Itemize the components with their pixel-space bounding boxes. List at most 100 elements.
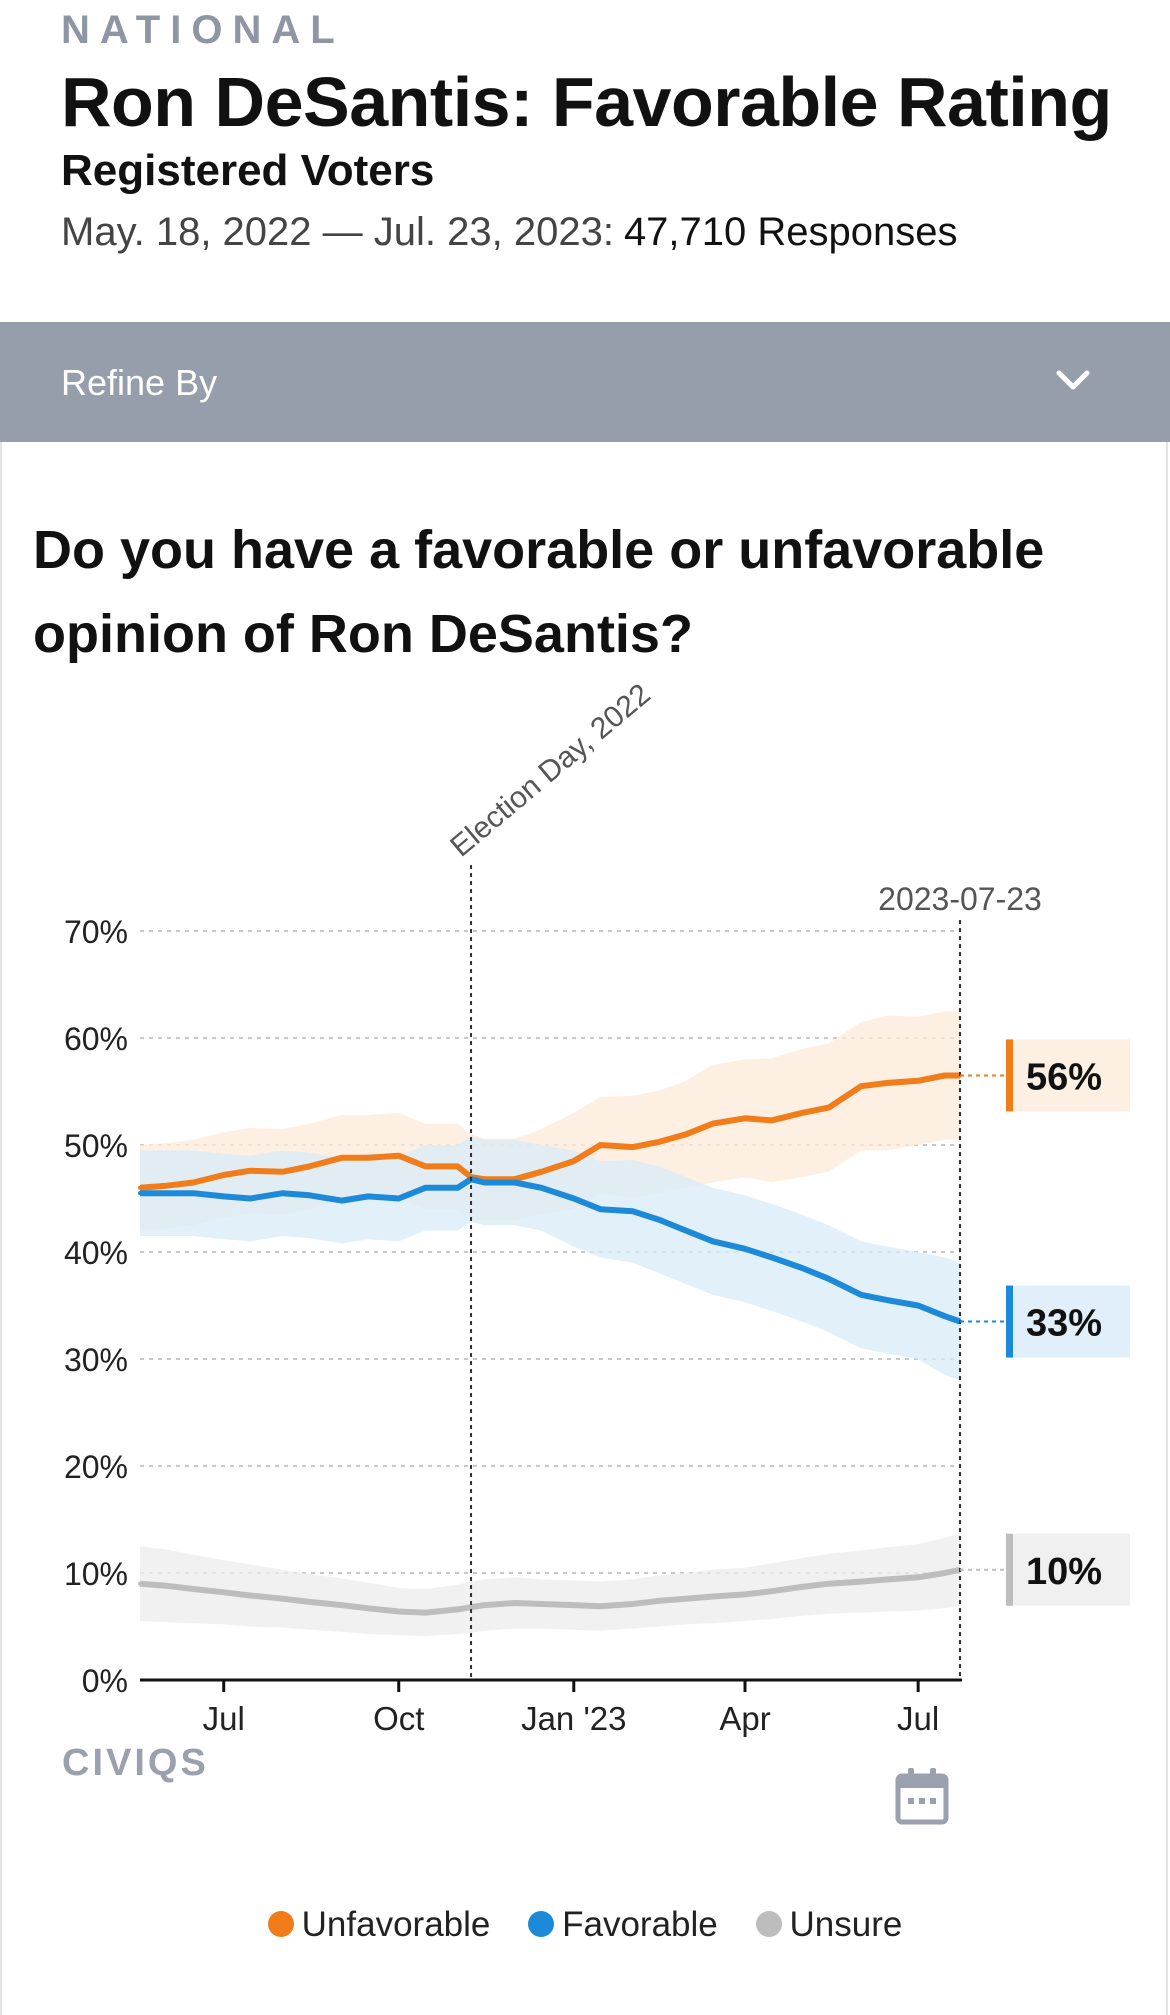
data-point-favorable: [859, 1292, 864, 1297]
data-point-unfavorable: [307, 1164, 312, 1169]
data-point-favorable: [138, 1191, 142, 1196]
x-tick-label: Jan '23: [521, 1700, 626, 1737]
data-point-unfavorable: [710, 1121, 715, 1126]
x-tick-label: Jul: [897, 1700, 939, 1737]
refine-by-label: Refine By: [61, 362, 218, 403]
end-value-label-unsure: 10%: [1026, 1551, 1102, 1593]
data-point-favorable: [657, 1217, 662, 1222]
legend-label-unfavorable: Unfavorable: [301, 1905, 491, 1944]
data-point-favorable: [512, 1180, 517, 1185]
data-point-unsure: [539, 1602, 544, 1607]
y-tick-label: 30%: [64, 1342, 128, 1378]
x-tick-label: Oct: [373, 1700, 424, 1737]
data-point-unsure: [598, 1604, 603, 1609]
data-point-unsure: [423, 1610, 428, 1615]
data-point-unsure: [221, 1590, 226, 1595]
data-point-unsure: [455, 1607, 460, 1612]
data-point-favorable: [684, 1228, 689, 1233]
data-point-unsure: [684, 1596, 689, 1601]
data-point-unsure: [571, 1603, 576, 1608]
data-point-unsure: [280, 1596, 285, 1601]
data-point-unfavorable: [598, 1143, 603, 1147]
y-tick-label: 40%: [64, 1235, 128, 1271]
data-point-favorable: [455, 1185, 460, 1190]
data-point-favorable: [307, 1193, 312, 1198]
data-point-unfavorable: [743, 1116, 748, 1121]
data-point-favorable: [916, 1303, 921, 1308]
data-point-unsure: [769, 1589, 774, 1594]
end-value-marker-unsure: [1006, 1533, 1013, 1606]
chevron-down-icon[interactable]: [1055, 368, 1091, 392]
end-value-label-favorable: 33%: [1026, 1303, 1102, 1345]
data-point-unfavorable: [942, 1073, 947, 1078]
legend-swatch-unfavorable: [267, 1910, 294, 1937]
data-point-unsure: [138, 1581, 142, 1586]
date-range: May. 18, 2022 — Jul. 23, 2023: 47,710 Res…: [61, 210, 958, 255]
data-point-favorable: [191, 1191, 196, 1196]
chart-card: [0, 442, 1168, 2015]
data-point-unfavorable: [423, 1164, 428, 1169]
legend-item-unfavorable[interactable]: Unfavorable: [267, 1905, 491, 1945]
y-tick-label: 70%: [64, 914, 128, 950]
data-point-favorable: [280, 1191, 285, 1196]
end-value-label-unfavorable: 56%: [1026, 1056, 1102, 1098]
data-point-favorable: [826, 1276, 831, 1281]
y-tick-label: 50%: [64, 1128, 128, 1164]
legend-label-unsure: Unsure: [789, 1905, 903, 1944]
data-point-favorable: [423, 1185, 428, 1190]
data-point-unfavorable: [800, 1110, 805, 1115]
data-point-favorable: [598, 1207, 603, 1212]
data-point-favorable: [248, 1196, 253, 1201]
data-point-unfavorable: [138, 1185, 142, 1190]
data-point-favorable: [942, 1314, 947, 1319]
data-point-unfavorable: [396, 1153, 401, 1158]
refine-by-bar[interactable]: Refine By: [0, 322, 1170, 442]
data-point-unfavorable: [280, 1169, 285, 1174]
legend-label-favorable: Favorable: [562, 1905, 718, 1944]
data-point-unsure: [307, 1599, 312, 1604]
trend-chart: 0% 10% 20% 30% 40% 50% 60% 70% Jul Oct Jan '23 Apr J…: [64, 678, 1130, 1737]
data-point-favorable: [769, 1255, 774, 1260]
data-point-unsure: [800, 1584, 805, 1589]
civiqs-logo: CIVIQS: [62, 1742, 209, 1784]
data-point-unsure: [396, 1609, 401, 1614]
data-point-unsure: [469, 1605, 474, 1610]
y-tick-label: 20%: [64, 1449, 128, 1485]
data-point-unfavorable: [684, 1132, 689, 1137]
legend-swatch-unsure: [755, 1910, 782, 1937]
data-point-favorable: [743, 1246, 748, 1251]
data-point-unsure: [191, 1587, 196, 1592]
chart-legend: Unfavorable Favorable Unsure: [0, 1905, 1170, 1945]
end-value-box-unsure: [1006, 1533, 1130, 1606]
data-point-unfavorable: [916, 1078, 921, 1083]
data-point-unsure: [339, 1603, 344, 1608]
x-tick-label: Jul: [203, 1700, 245, 1737]
data-point-unfavorable: [657, 1139, 662, 1144]
legend-item-favorable[interactable]: Favorable: [528, 1905, 718, 1945]
data-point-favorable: [164, 1191, 169, 1196]
y-tick-label: 60%: [64, 1021, 128, 1057]
response-count: 47,710 Responses: [623, 210, 958, 254]
legend-item-unsure[interactable]: Unsure: [755, 1905, 903, 1945]
y-tick-label: 10%: [64, 1556, 128, 1592]
data-point-unfavorable: [455, 1164, 460, 1169]
election-day-label: Election Day, 2022: [444, 678, 656, 864]
region-label: NATIONAL: [61, 8, 345, 52]
data-point-favorable: [539, 1185, 544, 1190]
data-point-unsure: [482, 1603, 487, 1608]
data-point-unsure: [248, 1593, 253, 1598]
data-point-unsure: [826, 1581, 831, 1586]
data-point-unsure: [859, 1579, 864, 1584]
data-point-unfavorable: [859, 1084, 864, 1089]
end-date-label: 2023-07-23: [878, 881, 1042, 917]
data-point-unsure: [366, 1606, 371, 1611]
data-point-unsure: [657, 1598, 662, 1603]
confidence-band-unsure: [140, 1533, 960, 1637]
end-value-marker-favorable: [1006, 1285, 1013, 1358]
data-point-unsure: [512, 1600, 517, 1605]
data-point-favorable: [396, 1196, 401, 1201]
end-value-marker-unfavorable: [1006, 1039, 1013, 1112]
data-point-favorable: [339, 1198, 344, 1203]
end-value-box-favorable: [1006, 1285, 1130, 1358]
calendar-icon[interactable]: [894, 1766, 950, 1826]
